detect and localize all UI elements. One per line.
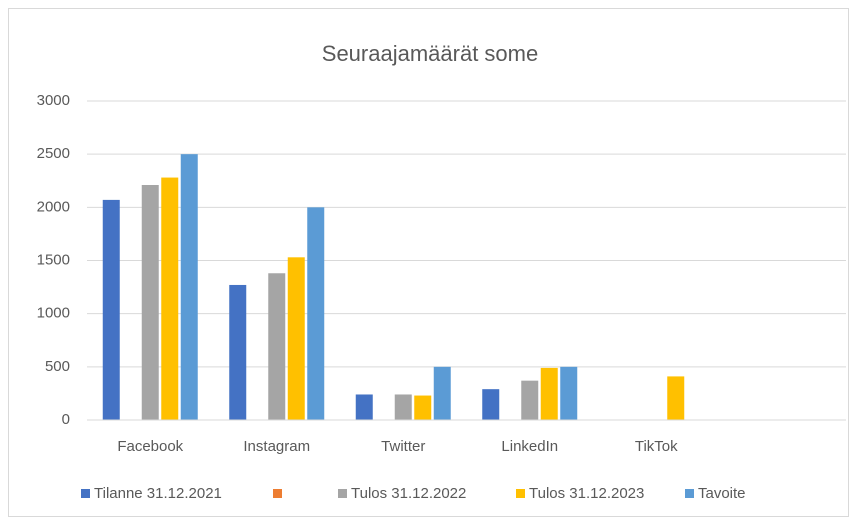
bar <box>394 394 412 420</box>
bar <box>102 199 120 420</box>
legend-label: Tulos 31.12.2023 <box>529 485 644 502</box>
legend-swatch <box>685 489 694 498</box>
bar <box>161 177 179 420</box>
bar <box>229 284 247 420</box>
bar <box>414 395 432 420</box>
y-tick-label: 1500 <box>37 251 70 268</box>
y-tick-label: 3000 <box>37 92 70 109</box>
bar <box>482 389 500 420</box>
legend-swatch <box>273 489 282 498</box>
y-tick-label: 2000 <box>37 198 70 215</box>
bar <box>521 380 539 420</box>
bar <box>433 366 451 420</box>
x-tick-label: Instagram <box>243 438 310 455</box>
legend-swatch <box>81 489 90 498</box>
legend-label: Tilanne 31.12.2021 <box>94 485 222 502</box>
legend-label: Tulos 31.12.2022 <box>351 485 466 502</box>
bar <box>141 185 159 420</box>
bar <box>268 273 286 420</box>
bar <box>287 257 305 420</box>
y-tick-label: 2500 <box>37 145 70 162</box>
bar <box>180 154 198 420</box>
legend-swatch <box>516 489 525 498</box>
x-tick-label: Facebook <box>117 438 183 455</box>
bar <box>307 207 325 420</box>
chart-title: Seuraajamäärät some <box>322 41 538 66</box>
x-tick-label: TikTok <box>635 438 678 455</box>
bar <box>355 394 373 420</box>
y-tick-label: 500 <box>45 358 70 375</box>
bar <box>667 376 685 420</box>
y-tick-label: 0 <box>62 411 70 428</box>
x-tick-label: Twitter <box>381 438 425 455</box>
x-tick-label: LinkedIn <box>501 438 558 455</box>
bar <box>540 367 558 420</box>
legend-label: Tavoite <box>698 485 746 502</box>
legend-swatch <box>338 489 347 498</box>
bar <box>560 366 578 420</box>
y-tick-label: 1000 <box>37 305 70 322</box>
